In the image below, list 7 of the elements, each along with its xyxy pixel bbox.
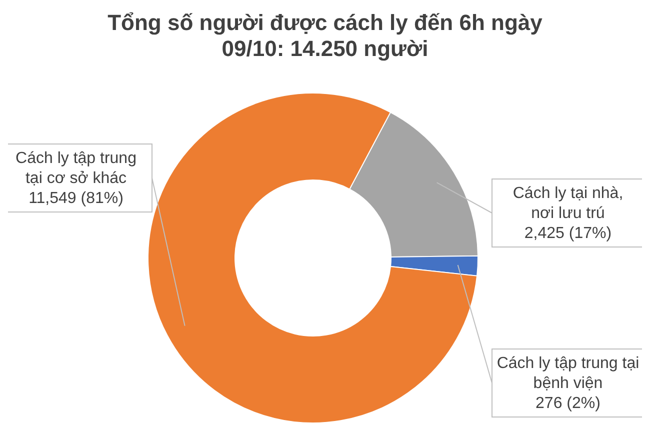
data-label: 2,425 (17%) [524, 225, 612, 242]
slice-label: Cách ly tại nhà, nơi lưu trú [512, 185, 624, 222]
slice-label: Cách ly tập trung tại bệnh viện [496, 355, 640, 392]
data-label: 11,549 (81%) [28, 190, 124, 207]
chart-title: Tổng số người được cách ly đến 6h ngày 09/10: 14.250 người [106, 10, 544, 62]
slice-label: Cách ly tập trung tại cơ sở khác [16, 150, 136, 187]
data-label: 276 (2%) [536, 395, 600, 412]
